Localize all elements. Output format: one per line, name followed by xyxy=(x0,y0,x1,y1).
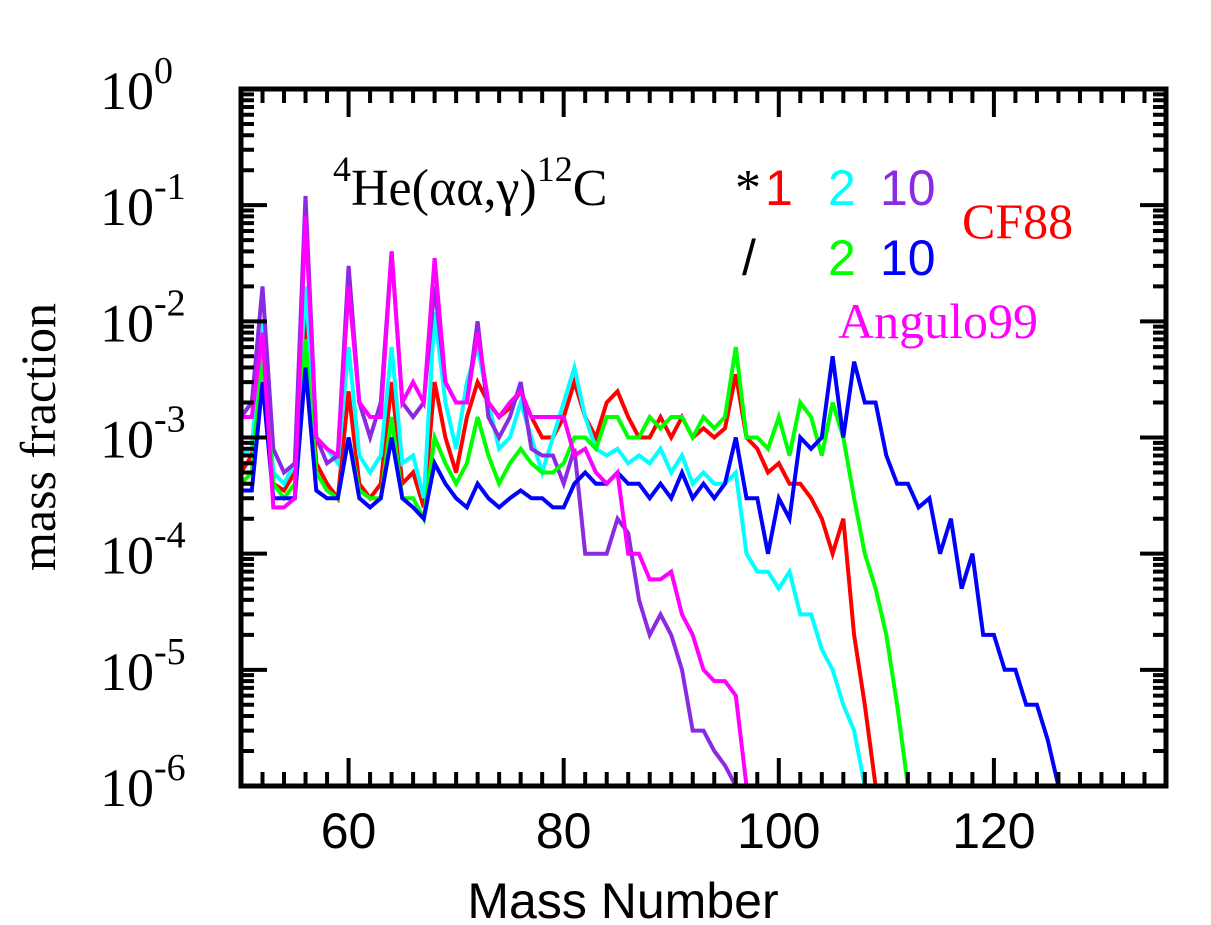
tick-labels: 60 80 100 120 100 10-1 10-2 10-3 10-4 10-5 10-6 xyxy=(100,50,1036,859)
y-tick-label: 10-6 xyxy=(100,747,186,818)
series-layer xyxy=(241,195,1061,786)
y-tick-label: 10-2 xyxy=(100,282,186,353)
series-line-2 xyxy=(241,195,738,786)
legend-div-10: 10 xyxy=(880,230,936,286)
legend-cf88: CF88 xyxy=(962,193,1073,249)
x-tick-label: 80 xyxy=(536,803,592,859)
divide-symbol: / xyxy=(742,230,756,286)
tick-marks xyxy=(241,87,1166,788)
reaction-mid-2: C xyxy=(573,160,608,217)
y-axis-label: mass fraction xyxy=(10,303,66,571)
y-tick-label: 100 xyxy=(100,50,173,121)
reaction-sup-12: 12 xyxy=(537,149,573,189)
series-line-5 xyxy=(241,216,749,786)
legend-angulo99: Angulo99 xyxy=(838,293,1038,349)
reaction-mid-1: He(αα,γ) xyxy=(351,160,537,217)
x-tick-label: 60 xyxy=(321,803,377,859)
y-tick-label: 10-3 xyxy=(100,399,186,470)
legend-mult-1: 1 xyxy=(765,160,793,216)
reaction-label: 4He(αα,γ)12C xyxy=(333,149,607,217)
y-tick-label: 10-5 xyxy=(100,631,186,702)
series-line-0 xyxy=(241,311,878,786)
y-tick-label: 10-1 xyxy=(100,166,186,237)
legend-mult-10: 10 xyxy=(880,160,936,216)
x-tick-label: 100 xyxy=(737,803,820,859)
legend-mult-2: 2 xyxy=(828,160,856,216)
y-tick-label: 10-4 xyxy=(100,515,186,586)
x-tick-label: 120 xyxy=(952,803,1035,859)
reaction-sup-4: 4 xyxy=(333,149,351,189)
plot-frame xyxy=(238,86,1169,789)
x-axis-label: Mass Number xyxy=(467,873,778,925)
series-line-1 xyxy=(241,286,867,786)
legend-div-2: 2 xyxy=(828,230,856,286)
multiply-symbol: * xyxy=(735,160,761,217)
axis-ticks xyxy=(241,87,1166,788)
series-line-4 xyxy=(241,356,1061,786)
